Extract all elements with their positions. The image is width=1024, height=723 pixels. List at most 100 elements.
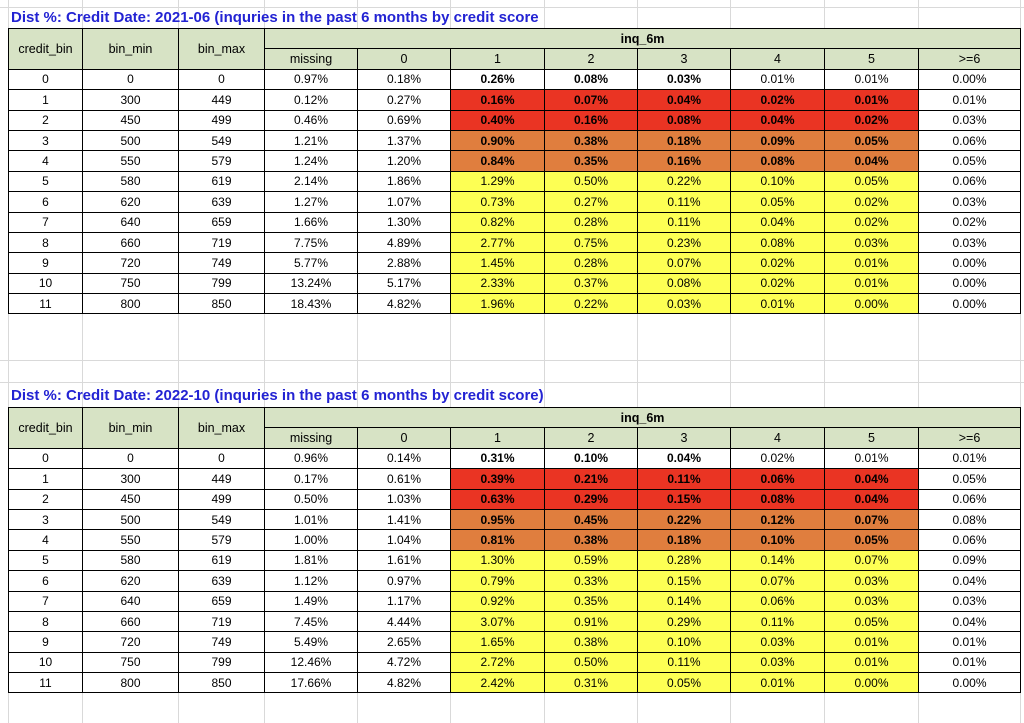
cell-t1-r6-c10[interactable]: 0.04% [917, 570, 1022, 592]
cell-t0-r3-c10[interactable]: 0.06% [917, 129, 1022, 152]
col-header-bin-min[interactable]: bin_min [82, 407, 179, 449]
cell-t0-r2-c9[interactable]: 0.02% [824, 109, 919, 131]
cell-t0-r6-c3[interactable]: 1.27% [264, 191, 358, 213]
table2-title[interactable]: Dist %: Credit Date: 2022-10 (inquries i… [11, 387, 544, 404]
col-header-1[interactable]: 1 [450, 427, 545, 449]
cell-t0-r5-c4[interactable]: 1.86% [357, 170, 451, 193]
cell-t1-r10-c9[interactable]: 0.01% [824, 651, 919, 674]
cell-t1-r0-c3[interactable]: 0.96% [264, 447, 358, 470]
cell-t0-r6-c2[interactable]: 639 [178, 191, 265, 213]
cell-t0-r5-c1[interactable]: 580 [82, 170, 179, 193]
cell-t0-r5-c2[interactable]: 619 [178, 170, 265, 193]
cell-t0-r8-c9[interactable]: 0.03% [824, 231, 919, 254]
cell-t0-r7-c9[interactable]: 0.02% [824, 211, 919, 233]
col-header-0[interactable]: 0 [357, 48, 451, 70]
cell-t1-r8-c10[interactable]: 0.04% [917, 610, 1022, 633]
cell-t1-r5-c7[interactable]: 0.28% [637, 549, 731, 572]
cell-t1-r8-c1[interactable]: 660 [82, 610, 179, 633]
cell-t0-r9-c8[interactable]: 0.02% [730, 252, 825, 274]
cell-t1-r9-c0[interactable]: 9 [8, 631, 83, 653]
col-header-1[interactable]: 1 [450, 48, 545, 70]
cell-t1-r1-c3[interactable]: 0.17% [264, 468, 358, 490]
cell-t1-r11-c5[interactable]: 2.42% [450, 672, 545, 694]
col-header-3[interactable]: 3 [637, 48, 731, 70]
cell-t0-r7-c2[interactable]: 659 [178, 211, 265, 233]
cell-t0-r5-c7[interactable]: 0.22% [637, 170, 731, 193]
cell-t1-r0-c1[interactable]: 0 [82, 447, 179, 470]
col-header-missing[interactable]: missing [264, 427, 358, 449]
cell-t0-r8-c7[interactable]: 0.23% [637, 231, 731, 254]
cell-t1-r3-c8[interactable]: 0.12% [730, 508, 825, 531]
cell-t0-r5-c6[interactable]: 0.50% [544, 170, 638, 193]
cell-t0-r6-c10[interactable]: 0.03% [917, 191, 1022, 213]
cell-t1-r7-c10[interactable]: 0.03% [917, 590, 1022, 612]
cell-t0-r4-c3[interactable]: 1.24% [264, 150, 358, 172]
cell-t0-r8-c2[interactable]: 719 [178, 231, 265, 254]
cell-t1-r2-c8[interactable]: 0.08% [730, 488, 825, 510]
cell-t0-r8-c3[interactable]: 7.75% [264, 231, 358, 254]
cell-t0-r9-c5[interactable]: 1.45% [450, 252, 545, 274]
cell-t1-r0-c7[interactable]: 0.04% [637, 447, 731, 470]
cell-t1-r2-c2[interactable]: 499 [178, 488, 265, 510]
cell-t0-r10-c7[interactable]: 0.08% [637, 272, 731, 295]
cell-t1-r5-c3[interactable]: 1.81% [264, 549, 358, 572]
cell-t1-r4-c9[interactable]: 0.05% [824, 529, 919, 551]
cell-t1-r6-c8[interactable]: 0.07% [730, 570, 825, 592]
cell-t1-r7-c6[interactable]: 0.35% [544, 590, 638, 612]
cell-t1-r10-c8[interactable]: 0.03% [730, 651, 825, 674]
cell-t0-r9-c3[interactable]: 5.77% [264, 252, 358, 274]
cell-t1-r9-c9[interactable]: 0.01% [824, 631, 919, 653]
cell-t0-r4-c5[interactable]: 0.84% [450, 150, 545, 172]
col-header-bin-min[interactable]: bin_min [82, 28, 179, 70]
cell-t1-r7-c8[interactable]: 0.06% [730, 590, 825, 612]
cell-t0-r10-c8[interactable]: 0.02% [730, 272, 825, 295]
cell-t0-r0-c2[interactable]: 0 [178, 68, 265, 91]
cell-t1-r0-c8[interactable]: 0.02% [730, 447, 825, 470]
cell-t0-r3-c9[interactable]: 0.05% [824, 129, 919, 152]
cell-t1-r7-c3[interactable]: 1.49% [264, 590, 358, 612]
cell-t0-r6-c8[interactable]: 0.05% [730, 191, 825, 213]
cell-t0-r4-c9[interactable]: 0.04% [824, 150, 919, 172]
cell-t1-r1-c5[interactable]: 0.39% [450, 468, 545, 490]
cell-t1-r9-c3[interactable]: 5.49% [264, 631, 358, 653]
cell-t0-r10-c10[interactable]: 0.00% [917, 272, 1022, 295]
cell-t0-r9-c10[interactable]: 0.00% [917, 252, 1022, 274]
cell-t0-r11-c9[interactable]: 0.00% [824, 293, 919, 315]
cell-t1-r7-c0[interactable]: 7 [8, 590, 83, 612]
cell-t0-r9-c4[interactable]: 2.88% [357, 252, 451, 274]
col-header-ge-6[interactable]: >=6 [917, 427, 1022, 449]
cell-t0-r1-c10[interactable]: 0.01% [917, 89, 1022, 111]
cell-t1-r3-c10[interactable]: 0.08% [917, 508, 1022, 531]
col-header-0[interactable]: 0 [357, 427, 451, 449]
cell-t1-r8-c6[interactable]: 0.91% [544, 610, 638, 633]
cell-t0-r1-c0[interactable]: 1 [8, 89, 83, 111]
cell-t1-r10-c0[interactable]: 10 [8, 651, 83, 674]
cell-t0-r10-c4[interactable]: 5.17% [357, 272, 451, 295]
cell-t1-r4-c8[interactable]: 0.10% [730, 529, 825, 551]
cell-t0-r9-c1[interactable]: 720 [82, 252, 179, 274]
cell-t1-r10-c10[interactable]: 0.01% [917, 651, 1022, 674]
cell-t0-r0-c4[interactable]: 0.18% [357, 68, 451, 91]
cell-t0-r5-c3[interactable]: 2.14% [264, 170, 358, 193]
cell-t0-r4-c8[interactable]: 0.08% [730, 150, 825, 172]
cell-t0-r7-c3[interactable]: 1.66% [264, 211, 358, 233]
cell-t0-r0-c1[interactable]: 0 [82, 68, 179, 91]
cell-t0-r11-c10[interactable]: 0.00% [917, 293, 1022, 315]
cell-t0-r7-c6[interactable]: 0.28% [544, 211, 638, 233]
cell-t1-r3-c9[interactable]: 0.07% [824, 508, 919, 531]
cell-t1-r0-c0[interactable]: 0 [8, 447, 83, 470]
cell-t1-r11-c10[interactable]: 0.00% [917, 672, 1022, 694]
cell-t0-r0-c6[interactable]: 0.08% [544, 68, 638, 91]
cell-t1-r3-c0[interactable]: 3 [8, 508, 83, 531]
col-header-5[interactable]: 5 [824, 48, 919, 70]
cell-t0-r6-c5[interactable]: 0.73% [450, 191, 545, 213]
cell-t0-r3-c6[interactable]: 0.38% [544, 129, 638, 152]
cell-t1-r9-c2[interactable]: 749 [178, 631, 265, 653]
cell-t0-r6-c6[interactable]: 0.27% [544, 191, 638, 213]
cell-t1-r8-c9[interactable]: 0.05% [824, 610, 919, 633]
cell-t1-r7-c2[interactable]: 659 [178, 590, 265, 612]
cell-t0-r0-c7[interactable]: 0.03% [637, 68, 731, 91]
cell-t1-r0-c9[interactable]: 0.01% [824, 447, 919, 470]
cell-t0-r1-c8[interactable]: 0.02% [730, 89, 825, 111]
cell-t1-r5-c10[interactable]: 0.09% [917, 549, 1022, 572]
